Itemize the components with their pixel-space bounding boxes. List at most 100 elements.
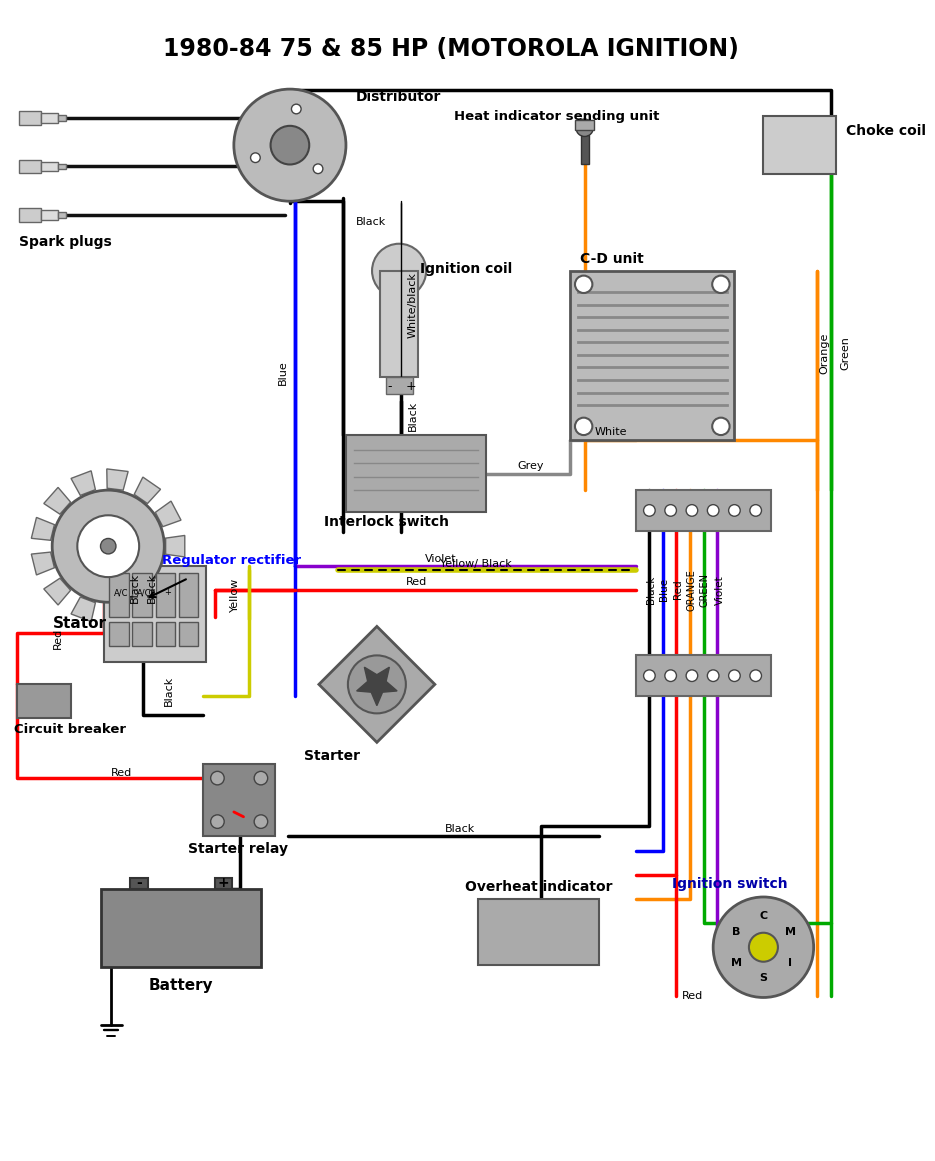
- Text: A/C: A/C: [113, 589, 128, 597]
- Text: Grey: Grey: [517, 461, 543, 471]
- Circle shape: [292, 104, 301, 114]
- Bar: [133, 574, 151, 616]
- Circle shape: [210, 815, 224, 828]
- Text: B: B: [732, 926, 741, 937]
- Bar: [40, 161, 58, 172]
- Text: M: M: [731, 958, 742, 967]
- Polygon shape: [44, 488, 71, 514]
- Circle shape: [643, 505, 655, 517]
- Text: Black: Black: [147, 572, 157, 603]
- Circle shape: [100, 539, 116, 554]
- Text: Interlock switch: Interlock switch: [324, 515, 449, 529]
- Text: Stator: Stator: [53, 616, 108, 630]
- Polygon shape: [32, 553, 54, 575]
- Polygon shape: [135, 477, 161, 504]
- Text: C: C: [759, 911, 768, 922]
- Text: Yellow: Yellow: [230, 577, 239, 612]
- Text: Black: Black: [130, 572, 140, 603]
- Bar: [380, 271, 419, 377]
- Polygon shape: [155, 565, 181, 591]
- Polygon shape: [107, 603, 128, 623]
- Circle shape: [251, 153, 260, 163]
- Circle shape: [576, 120, 594, 137]
- Bar: [58, 164, 65, 170]
- Text: Black: Black: [645, 576, 655, 604]
- Text: S: S: [759, 973, 768, 983]
- Polygon shape: [44, 578, 71, 605]
- Bar: [58, 211, 65, 217]
- Text: 1980-84 75 & 85 HP (MOTOROLA IGNITION): 1980-84 75 & 85 HP (MOTOROLA IGNITION): [164, 36, 740, 60]
- Text: White: White: [595, 427, 626, 438]
- Text: GREEN: GREEN: [699, 572, 710, 607]
- Circle shape: [254, 771, 267, 785]
- Circle shape: [749, 932, 778, 961]
- Text: +: +: [406, 381, 416, 394]
- Bar: [763, 116, 836, 174]
- Bar: [214, 878, 232, 889]
- Text: Starter relay: Starter relay: [189, 842, 288, 856]
- Text: Black: Black: [444, 824, 475, 835]
- Bar: [40, 210, 58, 219]
- Bar: [155, 621, 175, 646]
- Bar: [102, 889, 261, 967]
- Bar: [636, 490, 771, 531]
- Polygon shape: [135, 589, 161, 615]
- Bar: [346, 435, 486, 512]
- Bar: [636, 656, 771, 695]
- Circle shape: [750, 670, 761, 682]
- Bar: [179, 574, 198, 616]
- Circle shape: [52, 490, 165, 603]
- Circle shape: [665, 505, 676, 517]
- Circle shape: [643, 670, 655, 682]
- Text: Black: Black: [355, 217, 386, 228]
- Bar: [20, 160, 40, 173]
- Bar: [203, 764, 276, 836]
- Text: Spark plugs: Spark plugs: [20, 235, 112, 248]
- Bar: [109, 574, 128, 616]
- Text: I: I: [788, 958, 792, 967]
- Text: Distributor: Distributor: [355, 89, 441, 103]
- Bar: [40, 114, 58, 123]
- Circle shape: [78, 515, 139, 577]
- Text: Black: Black: [408, 401, 418, 431]
- Text: Battery: Battery: [149, 979, 213, 994]
- Circle shape: [686, 670, 698, 682]
- Text: +: +: [164, 589, 170, 597]
- Bar: [179, 621, 198, 646]
- Text: Circuit breaker: Circuit breaker: [15, 723, 126, 736]
- Polygon shape: [71, 471, 95, 496]
- Circle shape: [254, 815, 267, 828]
- Bar: [18, 684, 70, 719]
- Bar: [105, 565, 206, 662]
- Bar: [133, 621, 151, 646]
- Circle shape: [708, 670, 719, 682]
- Text: Red: Red: [683, 990, 703, 1001]
- Bar: [20, 111, 40, 125]
- Polygon shape: [155, 502, 181, 527]
- Polygon shape: [356, 668, 397, 706]
- Circle shape: [686, 505, 698, 517]
- Circle shape: [712, 418, 729, 435]
- Text: Regulator rectifier: Regulator rectifier: [163, 554, 301, 568]
- Circle shape: [728, 670, 741, 682]
- Circle shape: [372, 244, 426, 298]
- Text: Red: Red: [406, 577, 427, 587]
- Polygon shape: [32, 518, 54, 540]
- Circle shape: [728, 505, 741, 517]
- Text: Heat indicator sending unit: Heat indicator sending unit: [454, 109, 659, 123]
- Circle shape: [270, 125, 309, 165]
- Text: Ignition coil: Ignition coil: [421, 262, 512, 276]
- Text: ORANGE: ORANGE: [686, 569, 697, 611]
- Text: Orange: Orange: [819, 332, 829, 374]
- Bar: [385, 377, 412, 395]
- Text: Yellow/ Black: Yellow/ Black: [439, 558, 511, 569]
- Text: Starter: Starter: [305, 749, 360, 763]
- Bar: [155, 574, 175, 616]
- Text: White/black: White/black: [408, 272, 418, 338]
- Polygon shape: [319, 627, 435, 742]
- Bar: [479, 899, 599, 965]
- Text: M: M: [784, 926, 796, 937]
- Text: Ignition switch: Ignition switch: [671, 878, 787, 892]
- Text: Red: Red: [672, 579, 683, 599]
- Polygon shape: [165, 535, 185, 557]
